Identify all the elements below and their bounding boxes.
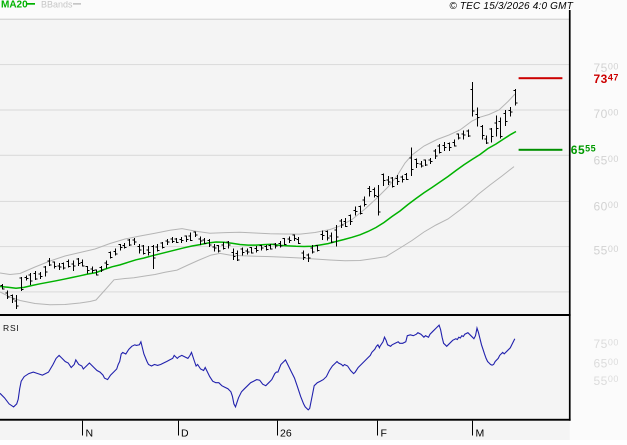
svg-text:N: N xyxy=(86,428,94,440)
svg-text:© TEC 15/3/2026 4:0 GMT: © TEC 15/3/2026 4:0 GMT xyxy=(449,1,573,12)
svg-text:BBands: BBands xyxy=(41,0,73,10)
svg-text:MA20: MA20 xyxy=(1,0,28,11)
svg-text:F: F xyxy=(381,428,387,440)
svg-text:M: M xyxy=(476,428,485,440)
svg-text:RSI: RSI xyxy=(3,323,20,333)
svg-text:D: D xyxy=(181,428,189,440)
svg-text:26: 26 xyxy=(280,428,292,440)
